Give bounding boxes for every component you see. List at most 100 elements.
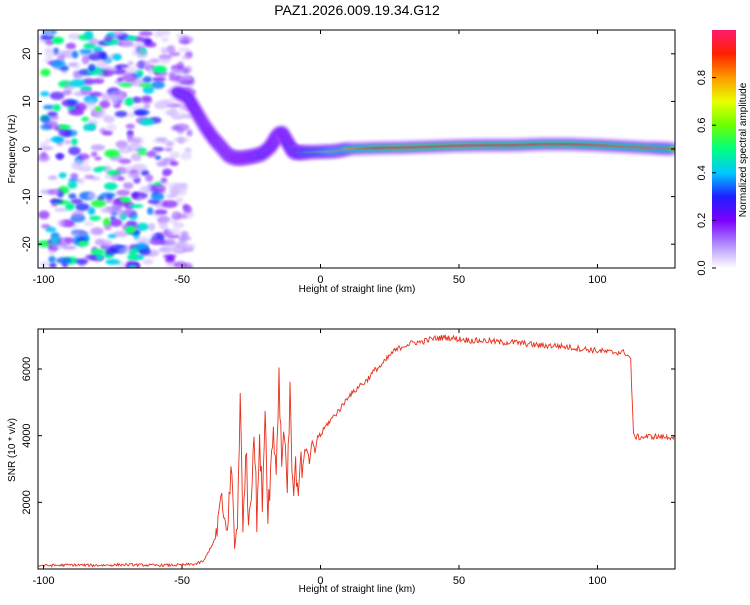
noise-blob bbox=[127, 172, 142, 180]
noise-blob bbox=[103, 217, 111, 226]
noise-blob bbox=[56, 153, 63, 161]
noise-blob bbox=[166, 194, 178, 199]
noise-blob bbox=[178, 39, 190, 45]
noise-blob bbox=[42, 104, 55, 110]
noise-blob bbox=[121, 39, 134, 48]
noise-blob bbox=[45, 30, 53, 37]
noise-blob bbox=[166, 255, 174, 261]
noise-blob bbox=[149, 237, 162, 245]
noise-blob bbox=[88, 190, 95, 198]
noise-blob bbox=[186, 129, 193, 137]
snr-x-tick-label: 50 bbox=[453, 575, 465, 587]
noise-blob bbox=[164, 147, 173, 152]
noise-blob bbox=[127, 143, 143, 152]
noise-blob bbox=[160, 159, 169, 165]
noise-blob bbox=[83, 220, 95, 227]
noise-blob bbox=[184, 147, 192, 154]
noise-blob bbox=[154, 209, 168, 215]
noise-blob bbox=[38, 210, 50, 220]
noise-blob bbox=[77, 165, 92, 172]
noise-blob bbox=[75, 258, 89, 265]
noise-blob bbox=[104, 149, 120, 158]
noise-blob bbox=[40, 115, 51, 124]
colorbar-tick-label: 0.8 bbox=[696, 70, 708, 85]
noise-blob bbox=[52, 104, 61, 112]
noise-blob bbox=[177, 127, 184, 135]
noise-blob bbox=[103, 115, 115, 124]
noise-blob bbox=[124, 97, 134, 107]
noise-blob bbox=[179, 236, 187, 243]
noise-blob bbox=[50, 115, 60, 121]
noise-blob bbox=[133, 110, 146, 116]
noise-blob bbox=[80, 86, 92, 91]
snr-x-tick-label: 100 bbox=[588, 575, 606, 587]
noise-blob bbox=[96, 59, 108, 68]
noise-blob bbox=[103, 182, 118, 191]
noise-blob bbox=[58, 128, 72, 138]
noise-blob bbox=[119, 196, 132, 203]
noise-blob bbox=[154, 155, 162, 161]
snr-x-tick-label: -100 bbox=[33, 575, 55, 587]
colorbar-bar bbox=[712, 30, 736, 268]
noise-blob bbox=[90, 151, 98, 157]
noise-blob bbox=[54, 207, 69, 212]
noise-blob bbox=[135, 222, 149, 231]
noise-blob bbox=[89, 215, 101, 221]
noise-blob bbox=[127, 60, 134, 66]
noise-blob bbox=[150, 192, 165, 201]
noise-blob bbox=[186, 83, 194, 89]
snr-y-tick-label: 6000 bbox=[21, 357, 33, 381]
noise-blob bbox=[61, 99, 77, 107]
noise-blob bbox=[111, 97, 119, 106]
noise-blob bbox=[161, 172, 170, 177]
noise-blob bbox=[136, 49, 148, 59]
noise-blob bbox=[88, 37, 99, 46]
noise-blob bbox=[160, 47, 168, 54]
noise-blob bbox=[89, 91, 103, 97]
snr-x-label: Height of straight line (km) bbox=[299, 584, 416, 595]
noise-blob bbox=[160, 220, 168, 229]
noise-blob bbox=[65, 42, 77, 50]
spectrogram-noise bbox=[38, 30, 197, 268]
noise-blob bbox=[122, 73, 138, 82]
chart-title: PAZ1.2026.009.19.34.G12 bbox=[274, 2, 440, 18]
noise-blob bbox=[93, 167, 103, 173]
noise-blob bbox=[75, 102, 87, 112]
noise-blob bbox=[53, 137, 65, 142]
noise-blob bbox=[175, 197, 184, 202]
noise-blob bbox=[155, 137, 168, 142]
noise-blob bbox=[148, 223, 156, 231]
snr-x-ticks: -100 -50 0 50 100 bbox=[33, 329, 607, 587]
noise-blob bbox=[103, 35, 113, 42]
noise-blob bbox=[130, 153, 142, 162]
noise-blob bbox=[118, 82, 133, 87]
noise-blob bbox=[143, 104, 151, 109]
noise-blob bbox=[171, 69, 182, 75]
snr-series bbox=[38, 334, 675, 568]
noise-blob bbox=[125, 225, 136, 234]
spectrogram-x-ticks: -100 -50 0 50 100 bbox=[33, 30, 607, 286]
noise-blob bbox=[75, 203, 90, 211]
noise-blob bbox=[128, 264, 138, 268]
noise-blob bbox=[50, 60, 66, 68]
noise-blob bbox=[105, 258, 121, 265]
noise-blob bbox=[70, 198, 83, 205]
noise-blob bbox=[182, 203, 190, 210]
noise-blob bbox=[72, 50, 79, 59]
noise-blob bbox=[135, 61, 147, 69]
noise-blob bbox=[125, 123, 135, 129]
noise-blob bbox=[114, 110, 128, 118]
noise-blob bbox=[102, 130, 113, 136]
noise-blob bbox=[68, 193, 77, 200]
snr-y-ticks: 2000 4000 6000 bbox=[21, 357, 675, 515]
noise-blob bbox=[57, 124, 71, 130]
noise-blob bbox=[113, 230, 129, 238]
noise-blob bbox=[123, 182, 134, 190]
snr-line bbox=[38, 334, 675, 568]
noise-blob bbox=[110, 90, 126, 99]
noise-blob bbox=[90, 144, 106, 151]
noise-blob bbox=[139, 118, 155, 126]
noise-blob bbox=[70, 173, 79, 180]
noise-blob bbox=[49, 199, 64, 204]
snr-y-tick-label: 4000 bbox=[21, 423, 33, 447]
